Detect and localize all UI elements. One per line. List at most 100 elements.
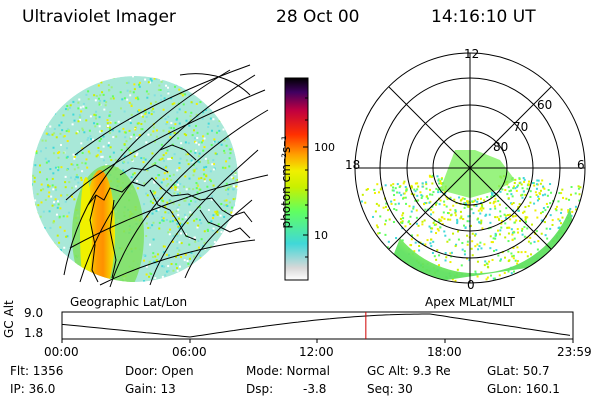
- speckle-pixel: [384, 233, 387, 236]
- speckle-pixel: [214, 210, 217, 213]
- speckle-pixel: [459, 217, 462, 220]
- speckle-pixel: [487, 266, 490, 269]
- speckle-pixel: [203, 178, 206, 181]
- speckle-pixel: [230, 176, 233, 179]
- speckle-pixel: [39, 164, 42, 167]
- speckle-pixel: [177, 137, 180, 140]
- speckle-pixel: [237, 253, 238, 256]
- speckle-pixel: [451, 278, 454, 281]
- speckle-pixel: [549, 227, 552, 230]
- speckle-pixel: [147, 81, 150, 84]
- speckle-pixel: [493, 249, 496, 252]
- speckle-pixel: [460, 215, 463, 218]
- speckle-pixel: [538, 197, 541, 200]
- speckle-pixel: [401, 214, 404, 217]
- speckle-pixel: [55, 136, 58, 139]
- speckle-pixel: [490, 274, 493, 277]
- speckle-pixel: [507, 214, 510, 217]
- speckle-pixel: [108, 131, 111, 134]
- speckle-pixel: [235, 185, 238, 188]
- speckle-pixel: [463, 224, 466, 227]
- speckle-pixel: [456, 220, 459, 223]
- speckle-pixel: [130, 103, 133, 106]
- speckle-pixel: [188, 257, 191, 260]
- speckle-pixel: [578, 199, 581, 202]
- speckle-pixel: [150, 109, 153, 112]
- speckle-pixel: [160, 181, 163, 184]
- speckle-pixel: [220, 203, 223, 206]
- speckle-pixel: [498, 274, 501, 277]
- speckle-pixel: [94, 125, 97, 128]
- speckle-pixel: [384, 223, 387, 226]
- speckle-pixel: [425, 202, 428, 205]
- speckle-pixel: [201, 139, 204, 142]
- speckle-pixel: [444, 252, 447, 255]
- speckle-pixel: [479, 222, 482, 225]
- speckle-pixel: [366, 188, 369, 191]
- speckle-pixel: [127, 161, 130, 164]
- speckle-pixel: [184, 111, 187, 114]
- speckle-pixel: [414, 190, 417, 193]
- speckle-pixel: [40, 201, 43, 204]
- speckle-pixel: [73, 119, 76, 122]
- speckle-pixel: [499, 190, 502, 193]
- speckle-pixel: [43, 122, 46, 125]
- speckle-pixel: [189, 150, 192, 153]
- speckle-pixel: [186, 80, 189, 83]
- speckle-pixel: [498, 217, 501, 220]
- speckle-pixel: [198, 206, 201, 209]
- speckle-pixel: [86, 138, 89, 141]
- speckle-pixel: [87, 90, 90, 93]
- speckle-pixel: [535, 193, 538, 196]
- speckle-pixel: [32, 219, 35, 222]
- speckle-pixel: [68, 106, 71, 109]
- speckle-pixel: [81, 81, 84, 84]
- speckle-pixel: [449, 197, 452, 200]
- speckle-pixel: [417, 224, 420, 227]
- speckle-pixel: [379, 188, 382, 191]
- speckle-pixel: [40, 99, 43, 102]
- speckle-pixel: [217, 263, 220, 266]
- speckle-pixel: [196, 183, 199, 186]
- speckle-pixel: [55, 107, 58, 110]
- speckle-pixel: [143, 280, 146, 282]
- speckle-pixel: [529, 190, 532, 193]
- speckle-pixel: [189, 115, 192, 118]
- speckle-pixel: [232, 116, 235, 119]
- speckle-pixel: [123, 143, 126, 146]
- speckle-pixel: [65, 130, 68, 133]
- speckle-pixel: [200, 141, 203, 144]
- speckle-pixel: [131, 158, 134, 161]
- speckle-pixel: [512, 246, 515, 249]
- speckle-pixel: [123, 155, 126, 158]
- speckle-pixel: [183, 133, 186, 136]
- speckle-pixel: [432, 191, 435, 194]
- speckle-pixel: [174, 188, 177, 191]
- speckle-pixel: [88, 277, 91, 280]
- speckle-pixel: [213, 140, 216, 143]
- speckle-pixel: [239, 96, 241, 98]
- speckle-pixel: [558, 192, 561, 195]
- speckle-pixel: [171, 240, 174, 243]
- speckle-pixel: [95, 110, 98, 113]
- speckle-pixel: [417, 185, 420, 188]
- speckle-pixel: [67, 129, 70, 132]
- speckle-pixel: [32, 135, 34, 138]
- speckle-pixel: [134, 97, 137, 100]
- speckle-pixel: [35, 142, 38, 145]
- speckle-pixel: [476, 200, 479, 203]
- speckle-pixel: [436, 228, 439, 231]
- speckle-pixel: [76, 163, 79, 166]
- speckle-pixel: [69, 270, 72, 273]
- timeline-axis-label: GC Alt: [2, 300, 16, 338]
- speckle-pixel: [56, 248, 59, 251]
- speckle-pixel: [416, 182, 419, 185]
- speckle-pixel: [57, 152, 60, 155]
- speckle-pixel: [518, 182, 521, 185]
- speckle-pixel: [544, 193, 547, 196]
- speckle-pixel: [471, 240, 474, 243]
- speckle-pixel: [448, 238, 451, 241]
- speckle-pixel: [91, 275, 94, 278]
- speckle-pixel: [32, 211, 33, 214]
- speckle-pixel: [180, 142, 183, 145]
